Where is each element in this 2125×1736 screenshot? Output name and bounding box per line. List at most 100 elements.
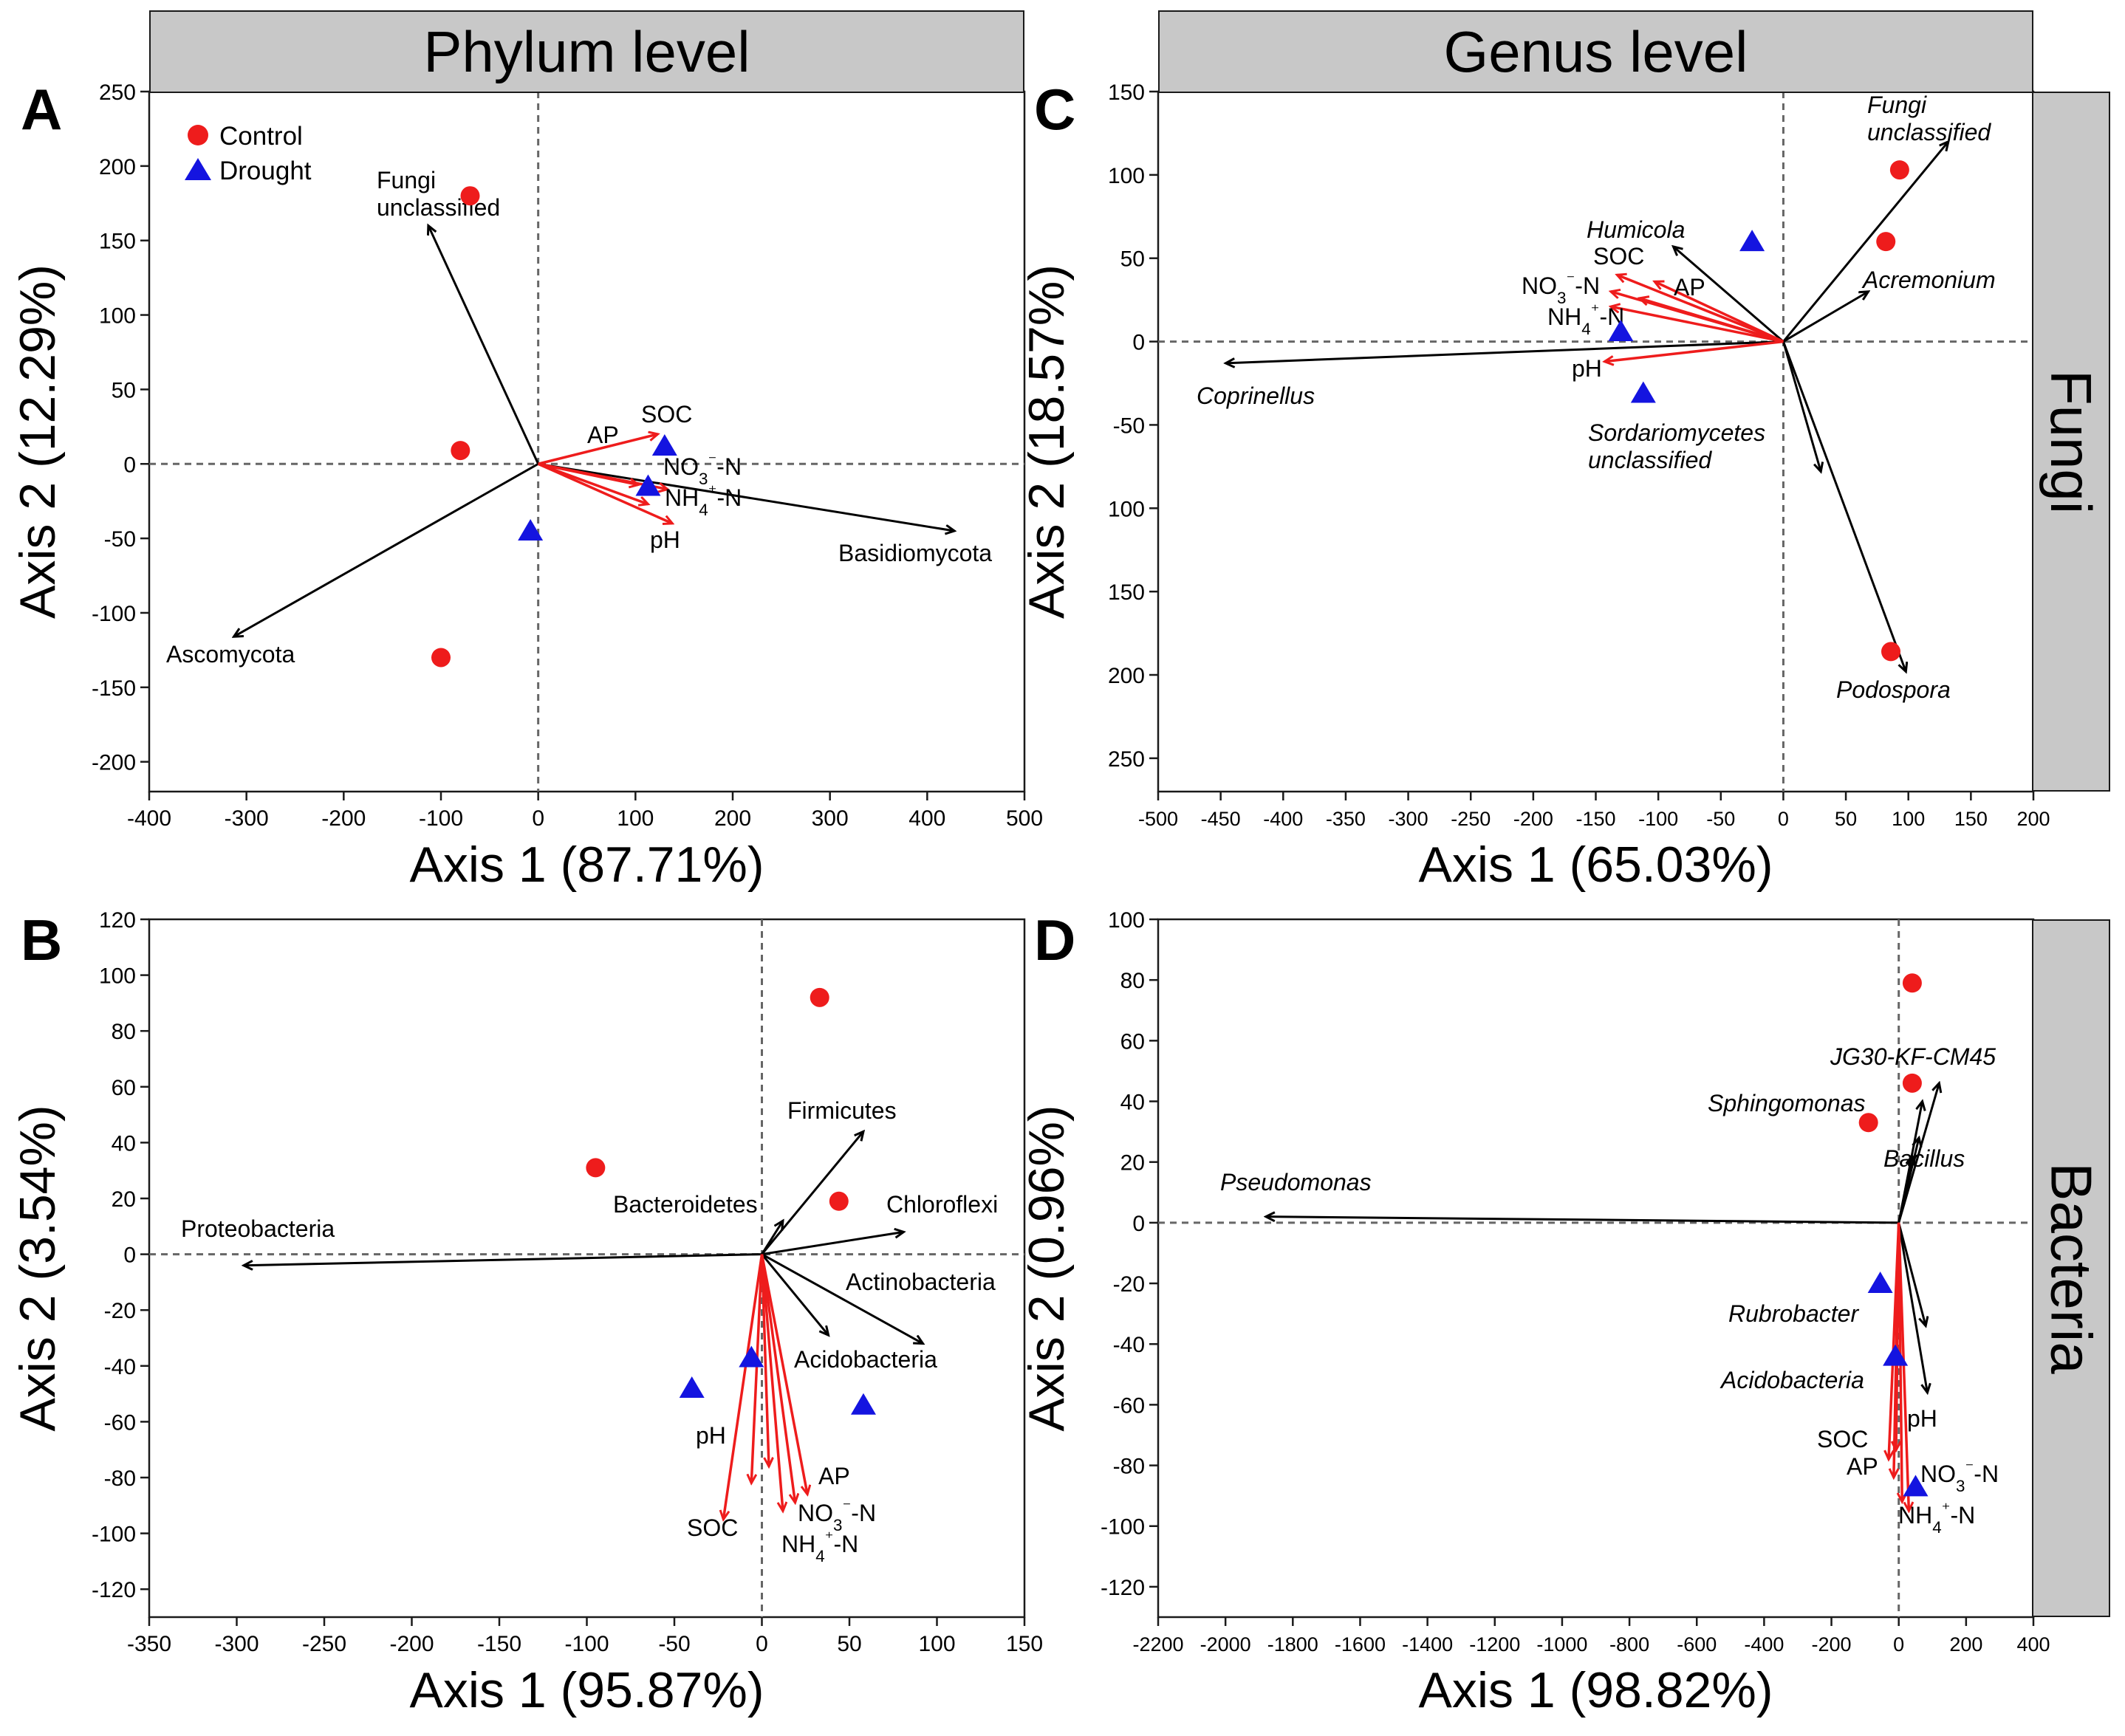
x-tick-label: -400 [127,806,171,831]
env-arrow [537,462,673,524]
y-tick-label: -50 [1113,414,1145,438]
env-label: pH [1572,355,1602,382]
env-label: SOC [641,401,692,428]
y-tick-label: 100 [1108,908,1145,933]
env-label: pH [696,1422,726,1449]
x-tick-label: 500 [1006,806,1043,831]
y-tick-label: -20 [1113,1272,1145,1297]
taxa-arrow [1782,142,1948,343]
env-arrow [723,1254,764,1520]
taxa-arrow [761,1253,829,1336]
taxa-arrow [234,462,539,637]
panel-d: -2200 -2000 -1800 -1600 -1400 -1200 -1000 -800-… [1019,908,2050,1718]
y-tick-label: 250 [1108,747,1145,772]
y-tick-label: 80 [1120,969,1145,993]
taxa-label: Pseudomonas [1220,1169,1372,1195]
y-tick-label: 200 [99,155,136,179]
x-tick-label: 0 [756,1632,768,1656]
x-tick-label: 400 [908,806,945,831]
strip-fungi: Fungi [2032,92,2110,792]
env-arrow [1604,340,1784,362]
y-tick-label: 150 [99,230,136,254]
taxa-arrow [1673,247,1784,343]
x-axis-label: Axis 1 (98.82%) [1419,1662,1773,1718]
y-tick-label: 100 [99,964,136,989]
x-tick-label: -1000 [1536,1633,1587,1656]
env-arrow [1611,306,1784,343]
y-tick-label: 150 [1108,80,1145,105]
x-tick-label: -100 [1638,808,1678,830]
plot-frame [148,918,1026,1619]
env-label: AP [1847,1453,1878,1480]
x-tick-label: -400 [1744,1633,1784,1656]
legend-drought-marker [185,158,211,180]
env-label: pH [650,526,680,553]
y-tick-label: -150 [92,676,136,701]
drought-point [679,1376,705,1399]
taxa-label: Proteobacteria [181,1215,335,1242]
env-arrow [538,462,649,504]
control-point [1858,1113,1878,1133]
x-axis-label: Axis 1 (95.87%) [410,1662,764,1718]
y-tick-label: 60 [112,1076,136,1100]
strip-genus-label: Genus level [1443,18,1748,84]
taxa-arrow [762,1232,904,1256]
y-tick-label: -60 [104,1410,136,1435]
y-tick-label: 120 [99,908,136,933]
y-tick-label: -120 [92,1578,136,1602]
panel-letter: C [1034,77,1075,142]
legend-control-marker [188,125,208,145]
taxa-label: Bacillus [1883,1145,1965,1172]
y-tick-label: -200 [92,751,136,775]
x-tick-label: 100 [918,1632,955,1656]
y-axis-label: Axis 2 (3.54%) [10,1105,66,1431]
env-arrow [760,1254,783,1512]
x-tick-label: -200 [321,806,366,831]
env-label: AP [587,422,619,448]
y-tick-label: 50 [1120,247,1145,272]
taxa-label: Bacteroidetes [613,1191,758,1218]
strip-bacteria: Bacteria [2032,919,2110,1617]
taxa-arrow [1782,292,1868,343]
env-arrow [751,1254,764,1483]
drought-point [1608,320,1634,342]
x-tick-label: -2000 [1200,1633,1251,1656]
taxa-label: Sordariomycetes unclassified [1588,419,1765,473]
x-tick-label: 50 [1835,808,1857,830]
taxa-label: JG30-KF-CM45 [1830,1043,1996,1070]
x-tick-label: -350 [127,1632,171,1656]
drought-point [1630,381,1656,403]
x-tick-label: -100 [419,806,463,831]
y-tick-label: 150 [1108,580,1145,605]
drought-point [739,1345,764,1368]
y-tick-label: 40 [112,1131,136,1156]
y-tick-label: -120 [1101,1576,1145,1600]
control-point [1889,160,1909,180]
y-tick-label: 100 [1108,497,1145,521]
taxa-label: Fungi unclassified [377,167,500,221]
drought-point [1883,1344,1909,1366]
x-tick-label: -800 [1609,1633,1649,1656]
control-point [1902,973,1922,993]
x-tick-label: -1200 [1469,1633,1520,1656]
legend-control-label: Control [219,122,303,151]
taxa-label: Coprinellus [1197,382,1315,409]
env-label: AP [1674,274,1705,301]
y-tick-label: -50 [104,527,136,552]
x-tick-label: -200 [1513,808,1553,830]
x-tick-label: -600 [1677,1633,1717,1656]
env-arrow [1640,298,1784,343]
taxa-label: Fungi unclassified [1867,92,1991,145]
taxa-arrow [428,226,540,464]
x-tick-label: 0 [1778,808,1789,830]
plot-frame [1157,918,2035,1619]
control-point [829,1191,849,1211]
x-tick-label: -300 [1389,808,1428,830]
control-point [586,1158,606,1178]
x-tick-label: -200 [1812,1633,1852,1656]
y-tick-label: -40 [104,1355,136,1379]
taxa-arrow [244,1253,762,1266]
control-point [460,186,480,206]
env-label: SOC [1817,1426,1868,1452]
taxa-arrow [1898,1083,1940,1224]
